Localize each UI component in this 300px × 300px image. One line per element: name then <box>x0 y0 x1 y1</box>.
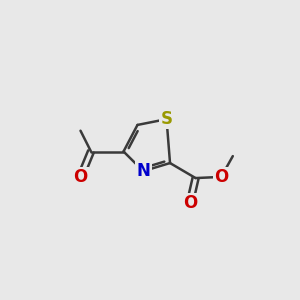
Text: O: O <box>214 168 228 186</box>
Text: S: S <box>160 110 172 128</box>
Text: O: O <box>183 194 197 212</box>
Text: O: O <box>74 168 88 186</box>
Text: N: N <box>136 162 150 180</box>
